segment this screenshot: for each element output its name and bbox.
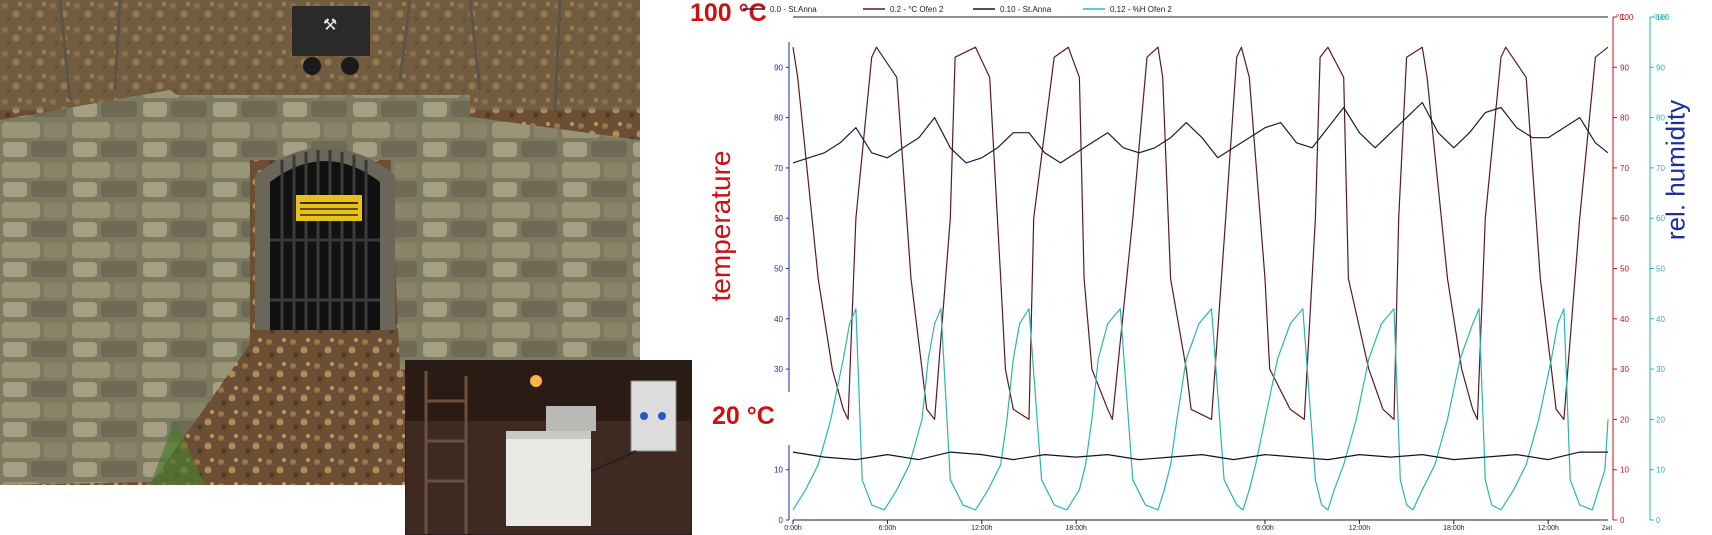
- right-rh-tick-label: 40: [1656, 315, 1665, 324]
- chart-series: [792, 46, 1609, 511]
- left-tick-label: 60: [774, 214, 783, 223]
- left-tick-label: 10: [774, 466, 783, 475]
- right-temp-tick-label: 30: [1620, 365, 1629, 374]
- right-temp-tick-label: 80: [1620, 114, 1629, 123]
- left-tick-label: 90: [774, 63, 783, 72]
- right-rh-tick-label: 60: [1656, 214, 1665, 223]
- oven-setup-photo: [405, 360, 692, 535]
- left-tick-label: 50: [774, 265, 783, 274]
- right-rh-tick-label: 50: [1656, 265, 1665, 274]
- legend-label: 0.10 - St.Anna: [1000, 5, 1052, 14]
- right-temp-tick-label: 0: [1620, 516, 1625, 525]
- legend-label: 0.2 - °C Ofen 2: [890, 5, 944, 14]
- right-rh-tick-label: 20: [1656, 415, 1665, 424]
- right-temp-tick-label: 50: [1620, 265, 1629, 274]
- chart-axes: 90807060504030100°C100908070605040302010…: [774, 13, 1670, 532]
- left-tick-label: 30: [774, 365, 783, 374]
- x-tick-label: 18:00h: [1443, 525, 1465, 532]
- left-tick-label: 80: [774, 114, 783, 123]
- right-rh-tick-label: 100: [1656, 13, 1670, 22]
- chart-legend: 0.0 - St.Anna 0.2 - °C Ofen 2 0.10 - St.An…: [743, 5, 1172, 14]
- right-rh-tick-label: 10: [1656, 466, 1665, 475]
- right-temp-tick-label: 10: [1620, 466, 1629, 475]
- x-axis-label: Zeit: [1602, 526, 1612, 532]
- x-tick-label: 6:00h: [879, 525, 897, 532]
- right-rh-tick-label: 70: [1656, 164, 1665, 173]
- temperature-min-label: 20 °C: [712, 402, 775, 430]
- right-temp-unit: °C: [1616, 13, 1625, 22]
- right-rh-tick-label: 90: [1656, 63, 1665, 72]
- x-tick-label: 0:00h: [784, 525, 802, 532]
- right-temp-tick-label: 60: [1620, 214, 1629, 223]
- right-temp-tick-label: 70: [1620, 164, 1629, 173]
- right-rh-tick-label: 30: [1656, 365, 1665, 374]
- right-rh-tick-label: 0: [1656, 516, 1661, 525]
- x-tick-label: 12:00h: [1349, 525, 1371, 532]
- right-temp-tick-label: 40: [1620, 315, 1629, 324]
- series-line-cellar-temperature: [792, 451, 1608, 461]
- mine-entrance-photo: ⚒: [0, 0, 640, 485]
- series-line-cellar-humidity: [792, 101, 1609, 164]
- right-rh-tick-label: 80: [1656, 114, 1665, 123]
- legend-label: 0.12 - %H Ofen 2: [1110, 5, 1172, 14]
- series-line-oven-temperature: [792, 46, 1609, 420]
- right-rh-unit: %H: [1654, 13, 1667, 22]
- right-temp-tick-label: 90: [1620, 63, 1629, 72]
- x-tick-label: 12:00h: [1538, 525, 1560, 532]
- x-tick-label: 18:00h: [1065, 525, 1087, 532]
- temperature-axis-title: temperature: [705, 150, 736, 302]
- left-tick-label: 40: [774, 315, 783, 324]
- svg-text:⚒: ⚒: [323, 15, 337, 34]
- series-line-oven-humidity: [792, 308, 1609, 511]
- right-temp-tick-label: 20: [1620, 415, 1629, 424]
- temperature-max-label: 100 °C: [690, 0, 767, 27]
- left-tick-label: 70: [774, 164, 783, 173]
- x-tick-label: 12:00h: [971, 525, 993, 532]
- right-temp-tick-label: 100: [1620, 13, 1634, 22]
- temperature-humidity-chart: 0.0 - St.Anna 0.2 - °C Ofen 2 0.10 - St.An…: [743, 5, 1670, 532]
- left-tick-label: 0: [779, 516, 784, 525]
- x-tick-label: 6:00h: [1256, 525, 1274, 532]
- legend-label: 0.0 - St.Anna: [770, 5, 817, 14]
